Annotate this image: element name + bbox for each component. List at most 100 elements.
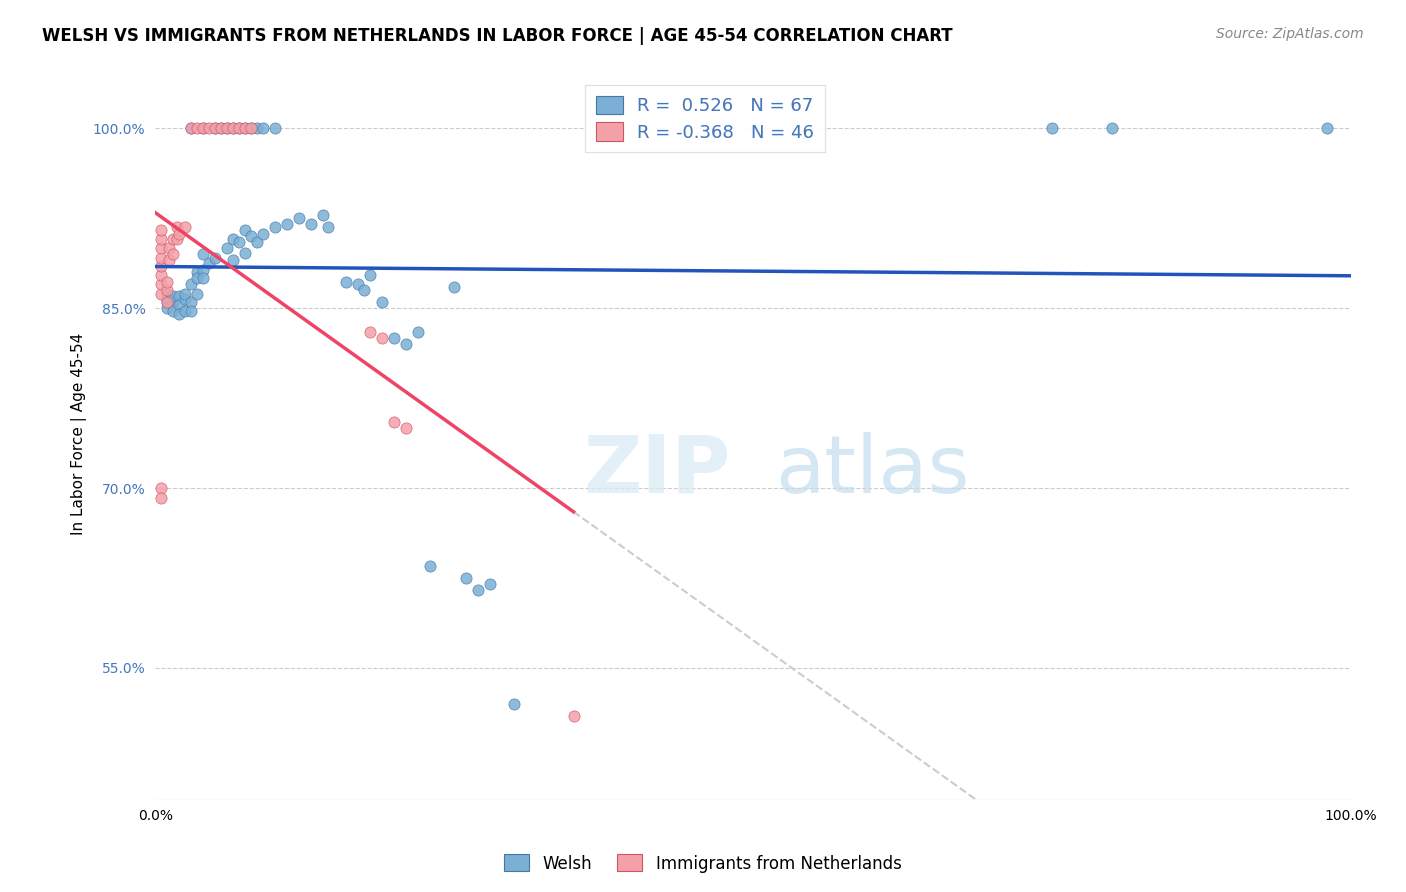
Point (395, 337, 418, 351)
Point (167, 298, 190, 312)
Point (246, 121, 269, 136)
Point (222, 232, 245, 246)
Point (162, 289, 184, 303)
Point (1101, 121, 1123, 136)
Point (478, 577, 501, 591)
Point (318, 219, 340, 234)
Point (174, 292, 197, 306)
Point (150, 223, 173, 237)
Point (180, 277, 202, 292)
Point (287, 211, 309, 226)
Point (467, 582, 489, 597)
Point (150, 260, 173, 274)
Point (159, 241, 181, 255)
Point (299, 218, 322, 232)
Point (150, 286, 173, 301)
Point (150, 277, 173, 292)
Point (353, 283, 375, 297)
Point (215, 121, 238, 136)
Point (335, 275, 357, 289)
Point (371, 331, 394, 345)
Point (180, 295, 202, 310)
Point (162, 295, 184, 310)
Point (204, 121, 226, 136)
Point (382, 331, 405, 345)
Point (191, 247, 214, 261)
Point (454, 571, 477, 585)
Point (263, 219, 285, 234)
Point (186, 271, 208, 285)
Point (502, 697, 524, 711)
Point (209, 121, 232, 136)
Point (150, 232, 173, 246)
Point (347, 277, 370, 292)
Point (246, 235, 269, 250)
Point (150, 241, 173, 255)
Point (263, 121, 285, 136)
Point (198, 121, 221, 136)
Point (233, 246, 256, 260)
Point (359, 325, 381, 339)
Point (215, 241, 238, 255)
Point (180, 303, 202, 318)
Point (311, 208, 333, 222)
Point (150, 491, 173, 505)
Point (186, 265, 208, 279)
Point (162, 303, 184, 318)
Point (156, 283, 179, 297)
Legend: R =  0.526   N = 67, R = -0.368   N = 46: R = 0.526 N = 67, R = -0.368 N = 46 (585, 85, 825, 153)
Legend: Welsh, Immigrants from Netherlands: Welsh, Immigrants from Netherlands (498, 847, 908, 880)
Point (166, 219, 188, 234)
Point (156, 292, 179, 306)
Point (1040, 121, 1063, 136)
Point (443, 279, 465, 293)
Point (233, 121, 256, 136)
Point (395, 421, 418, 435)
Point (204, 251, 226, 265)
Point (406, 325, 429, 339)
Point (1316, 121, 1339, 136)
Point (180, 121, 202, 136)
Point (198, 256, 221, 270)
Point (191, 271, 214, 285)
Point (191, 121, 214, 136)
Point (228, 121, 250, 136)
Point (222, 121, 245, 136)
Point (191, 263, 214, 277)
Point (156, 286, 179, 301)
Point (233, 223, 256, 237)
Text: atlas: atlas (775, 432, 970, 509)
Text: Source: ZipAtlas.com: Source: ZipAtlas.com (1216, 27, 1364, 41)
Point (167, 289, 190, 303)
Point (239, 121, 262, 136)
Point (562, 709, 585, 723)
Point (222, 253, 245, 268)
Y-axis label: In Labor Force | Age 45-54: In Labor Force | Age 45-54 (72, 333, 87, 535)
Point (159, 253, 181, 268)
Point (156, 301, 179, 316)
Point (382, 415, 405, 429)
Point (167, 227, 190, 241)
Point (162, 232, 184, 246)
Point (359, 268, 381, 282)
Point (204, 121, 226, 136)
Point (186, 286, 208, 301)
Point (191, 121, 214, 136)
Point (186, 121, 208, 136)
Point (166, 232, 188, 246)
Point (228, 121, 250, 136)
Point (150, 481, 173, 495)
Point (150, 268, 173, 282)
Point (276, 218, 298, 232)
Point (156, 275, 179, 289)
Point (162, 247, 184, 261)
Point (174, 286, 197, 301)
Point (371, 295, 394, 310)
Point (228, 235, 250, 250)
Point (252, 227, 274, 241)
Point (156, 295, 179, 310)
Point (180, 121, 202, 136)
Point (239, 229, 262, 244)
Point (252, 121, 274, 136)
Point (239, 121, 262, 136)
